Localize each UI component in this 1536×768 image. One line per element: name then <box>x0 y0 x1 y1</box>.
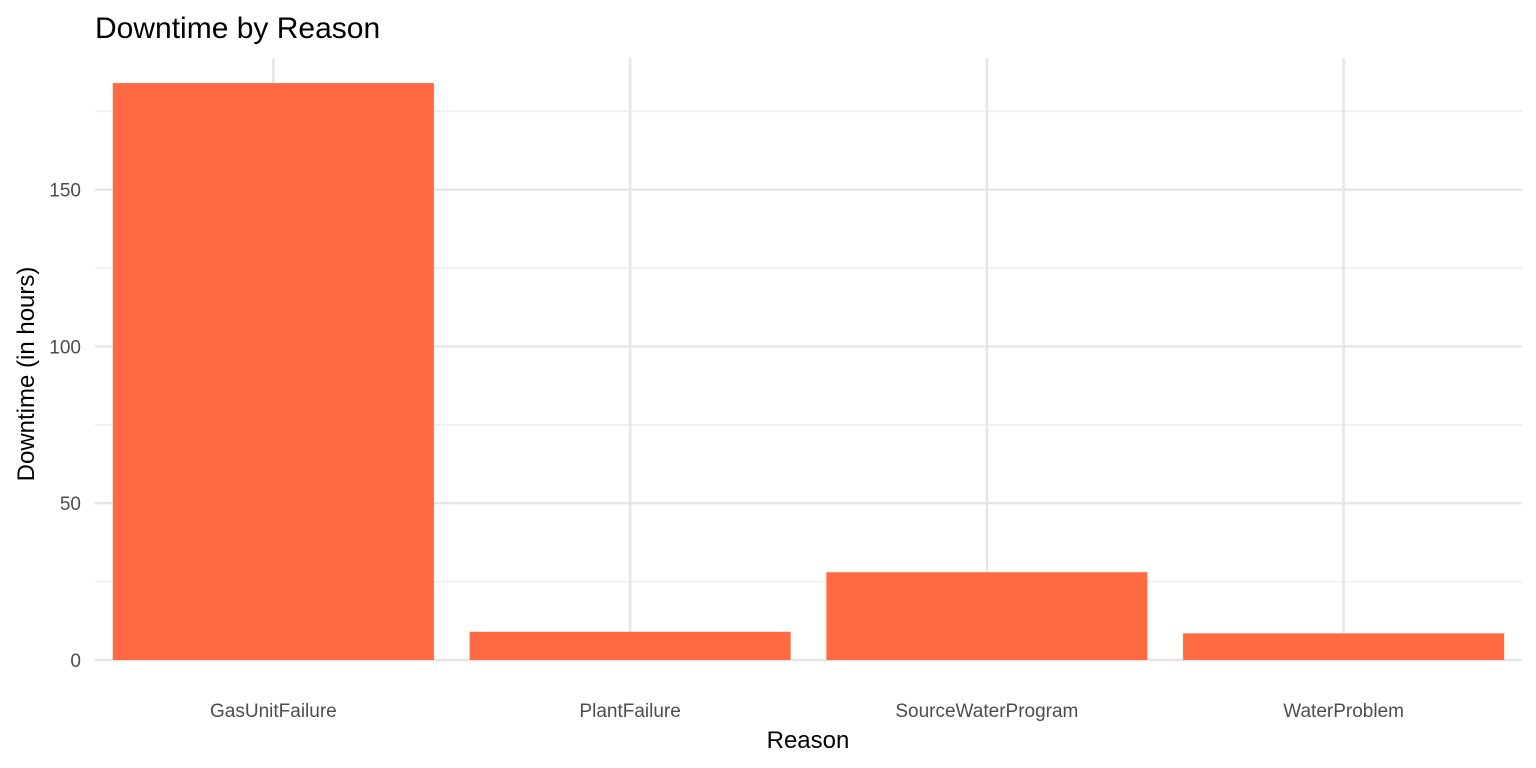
y-axis-title: Downtime (in hours) <box>13 267 40 482</box>
y-tick-labels: 0 50 100 150 <box>49 181 81 672</box>
y-tick-label: 150 <box>49 181 81 202</box>
x-tick-label: WaterProblem <box>1283 701 1404 722</box>
x-tick-labels: GasUnitFailure PlantFailure SourceWaterPro… <box>210 701 1404 722</box>
bar <box>826 572 1148 660</box>
bar <box>1183 633 1505 660</box>
bar <box>112 83 434 661</box>
bars <box>112 83 1505 661</box>
y-tick-label: 50 <box>60 494 81 515</box>
bar <box>469 631 791 660</box>
chart-title: Downtime by Reason <box>95 12 380 45</box>
x-axis-title: Reason <box>767 727 850 754</box>
y-tick-label: 0 <box>70 651 81 672</box>
x-tick-label: GasUnitFailure <box>210 701 337 722</box>
y-tick-label: 100 <box>49 337 81 358</box>
x-tick-label: PlantFailure <box>579 701 680 722</box>
x-tick-label: SourceWaterProgram <box>895 701 1078 722</box>
